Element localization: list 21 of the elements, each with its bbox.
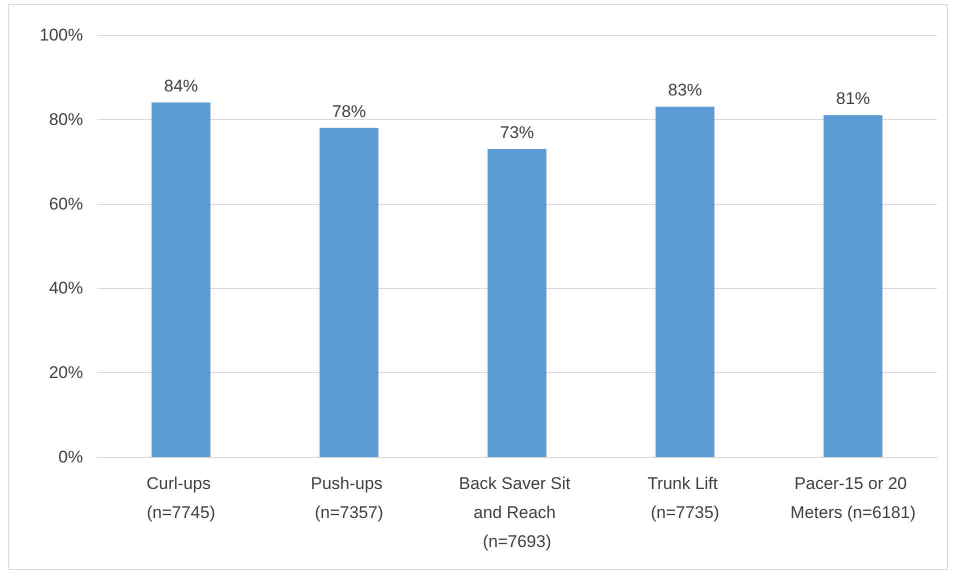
x-tick-label: Curl-ups (n=7745): [146, 474, 216, 522]
x-tick-label: Pacer-15 or 20 Meters (n=6181): [790, 474, 916, 522]
y-tick-label: 20%: [48, 363, 83, 382]
x-tick-label: Back Saver Sit and Reach (n=7693): [458, 474, 576, 551]
data-label: 73%: [500, 122, 534, 142]
data-label: 83%: [668, 80, 702, 100]
x-tick-label: Trunk Lift (n=7735): [648, 474, 722, 522]
y-tick-label: 80%: [48, 110, 83, 129]
bar: [488, 148, 546, 457]
x-tick-label: Push-ups (n=7357): [310, 474, 388, 522]
y-tick-label: 60%: [48, 194, 83, 214]
data-label: 84%: [164, 76, 198, 96]
bar: [320, 128, 378, 457]
bar: [152, 102, 210, 457]
data-label: 78%: [332, 102, 366, 121]
data-label: 81%: [836, 89, 870, 108]
bar: [656, 106, 714, 457]
y-tick-label: 100%: [40, 26, 83, 44]
bar: [824, 115, 882, 457]
y-tick-label: 40%: [48, 278, 83, 298]
y-tick-label: 0%: [58, 448, 83, 466]
